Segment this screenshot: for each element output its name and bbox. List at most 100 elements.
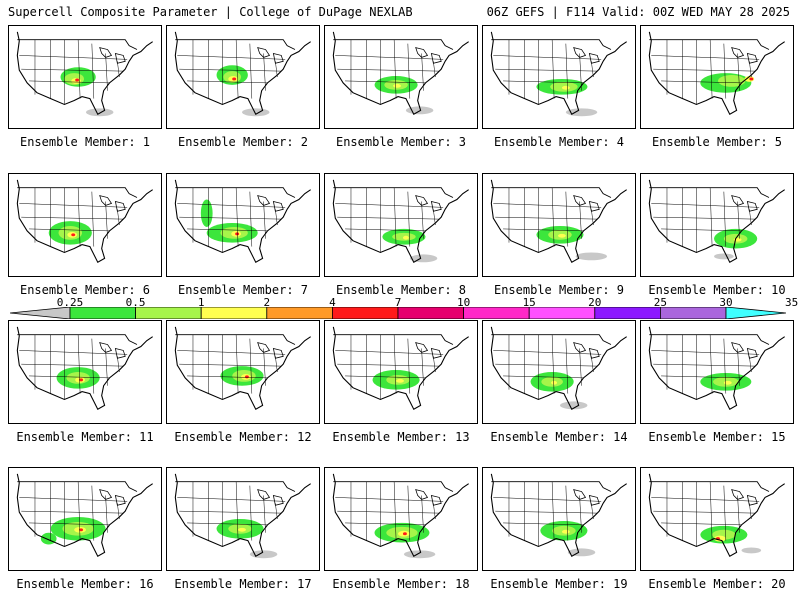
- member-label: Ensemble Member: 4: [493, 135, 625, 149]
- colorbar-tick-label: 7: [394, 296, 402, 309]
- state-border: [653, 510, 756, 514]
- state-border: [275, 209, 278, 226]
- state-border: [723, 43, 727, 99]
- state-border: [737, 201, 740, 239]
- state-border: [77, 39, 81, 99]
- great-lakes: [99, 489, 126, 506]
- state-border: [579, 53, 582, 91]
- scp-contour: [79, 378, 84, 382]
- state-border: [335, 203, 444, 208]
- ensemble-map-3: [324, 25, 478, 129]
- state-border: [77, 481, 81, 541]
- state-border: [263, 53, 266, 91]
- great-lakes: [573, 195, 600, 212]
- state-border: [433, 209, 436, 226]
- state-border: [579, 495, 582, 533]
- ensemble-map-7: [166, 173, 320, 277]
- us-map: [490, 31, 627, 117]
- scp-contour: [402, 235, 409, 240]
- state-border: [653, 216, 756, 220]
- colorbar-tick-label: 2: [263, 296, 271, 309]
- state-border: [275, 61, 278, 78]
- member-label: Ensemble Member: 14: [490, 430, 628, 444]
- us-map: [174, 326, 311, 411]
- scp-contour: [242, 108, 270, 117]
- scp-contour: [714, 253, 734, 260]
- state-border: [651, 203, 760, 208]
- great-lakes: [573, 47, 600, 64]
- state-border: [551, 481, 555, 541]
- state-border: [551, 187, 555, 247]
- ensemble-map-13: [324, 320, 478, 424]
- state-border: [249, 43, 253, 99]
- coastline: [16, 179, 153, 264]
- state-border: [407, 338, 411, 394]
- state-border: [21, 68, 124, 72]
- ensemble-map-2: [166, 25, 320, 129]
- state-border: [579, 201, 582, 239]
- colorbar-tick-label: 15: [522, 296, 536, 309]
- country-border: [17, 187, 138, 198]
- great-lakes: [257, 195, 284, 212]
- state-border: [503, 228, 584, 232]
- scp-contour: [402, 532, 407, 536]
- state-border: [651, 497, 760, 502]
- country-border: [17, 481, 138, 492]
- member-label: Ensemble Member: 16: [16, 577, 154, 591]
- state-border: [335, 55, 444, 60]
- ensemble-map-9: [482, 173, 636, 277]
- state-border: [709, 481, 713, 541]
- member-label: Ensemble Member: 15: [648, 430, 786, 444]
- colorbar-swatch: [528, 307, 596, 319]
- ensemble-map-11: [8, 320, 162, 424]
- scp-contour: [551, 380, 558, 385]
- state-border: [105, 495, 108, 533]
- country-border: [175, 481, 296, 492]
- ensemble-map-12: [166, 320, 320, 424]
- state-border: [579, 348, 582, 386]
- state-border: [117, 356, 120, 373]
- state-border: [495, 510, 598, 514]
- state-border: [433, 356, 436, 373]
- coastline: [648, 31, 785, 116]
- state-border: [749, 503, 752, 520]
- state-border: [433, 61, 436, 78]
- state-border: [187, 228, 268, 232]
- state-border: [105, 348, 108, 386]
- scp-contour: [559, 401, 588, 410]
- coastline: [16, 473, 153, 558]
- great-lakes: [731, 47, 758, 64]
- state-border: [565, 338, 569, 394]
- great-lakes: [415, 195, 442, 212]
- scp-contour: [393, 83, 401, 88]
- state-border: [21, 363, 124, 367]
- state-border: [551, 39, 555, 99]
- state-border: [495, 68, 598, 72]
- state-border: [117, 61, 120, 78]
- member-label: Ensemble Member: 11: [16, 430, 154, 444]
- country-border: [175, 187, 296, 198]
- state-border: [187, 375, 268, 379]
- coastline: [648, 179, 785, 264]
- ensemble-map-20: [640, 467, 794, 571]
- member-label: Ensemble Member: 20: [648, 577, 786, 591]
- great-lakes: [99, 195, 126, 212]
- coastline: [332, 179, 469, 264]
- colorbar: [10, 307, 786, 319]
- member-label: Ensemble Member: 5: [651, 135, 783, 149]
- state-border: [235, 39, 239, 99]
- state-border: [407, 191, 411, 247]
- great-lakes: [99, 342, 126, 359]
- us-map: [332, 179, 469, 264]
- state-border: [179, 68, 282, 72]
- state-border: [393, 187, 397, 247]
- coastline: [16, 31, 153, 116]
- great-lakes: [415, 47, 442, 64]
- state-border: [551, 334, 555, 394]
- us-map: [490, 473, 627, 558]
- scp-contour: [558, 233, 566, 238]
- ensemble-map-10: [640, 173, 794, 277]
- state-border: [565, 191, 569, 247]
- colorbar-tick-label: 25: [653, 296, 668, 309]
- scp-contour: [575, 252, 608, 261]
